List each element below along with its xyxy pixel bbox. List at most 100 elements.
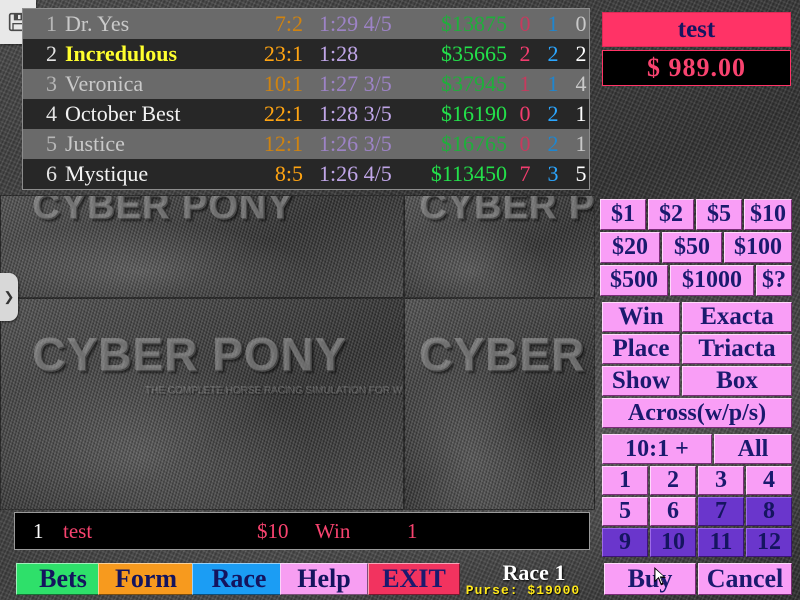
horse-number-button-5[interactable]: 5 — [602, 497, 648, 526]
horse-name-cell: October Best — [65, 101, 181, 126]
table-row[interactable]: 2 Incredulous 23:1 1:28 $35665 2 2 2 — [23, 39, 589, 69]
horse-time-cell: 1:26 3/5 — [319, 131, 392, 156]
horse-s3-cell: 1 — [575, 131, 587, 156]
background-artwork: CYBER PONY CYBER PONY CYBER PONY THE COM… — [0, 195, 595, 510]
horse-name-cell: Incredulous — [65, 41, 178, 66]
bet-slip-selection: 1 — [407, 519, 418, 543]
horse-s2-cell: 2 — [547, 41, 559, 66]
table-row[interactable]: 5 Justice 12:1 1:26 3/5 $16765 0 2 1 — [23, 129, 589, 159]
denomination-button-100[interactable]: $100 — [724, 232, 792, 263]
denomination-button-1000[interactable]: $1000 — [670, 265, 754, 296]
background-subtitle-text: THE COMPLETE HORSE RACING SIMULATION FOR… — [145, 386, 403, 398]
background-tile: CYBER PONY — [404, 298, 595, 510]
horse-number-button-3[interactable]: 3 — [698, 466, 744, 495]
background-tile: CYBER PONY — [0, 195, 404, 298]
bet-slip-index: 1 — [33, 519, 44, 543]
horse-odds-cell: 10:1 — [263, 71, 303, 96]
horse-s1-cell: 0 — [519, 11, 531, 36]
horse-earnings-cell: $113450 — [430, 161, 507, 186]
background-logo-text: CYBER PONY — [420, 329, 594, 382]
horse-s1-cell: 1 — [519, 71, 531, 96]
horse-number-button-2[interactable]: 2 — [650, 466, 696, 495]
toolbar-button-help[interactable]: Help — [280, 563, 368, 595]
horse-number-button-9[interactable]: 9 — [602, 528, 648, 557]
denomination-button-500[interactable]: $500 — [600, 265, 668, 296]
table-row[interactable]: 4 October Best 22:1 1:28 3/5 $16190 0 2 1 — [23, 99, 589, 129]
horse-number-button-4[interactable]: 4 — [746, 466, 792, 495]
horse-earnings-cell: $13875 — [441, 11, 507, 36]
denomination-button-50[interactable]: $50 — [662, 232, 722, 263]
table-row[interactable]: 6 Mystique 8:5 1:26 4/5 $113450 7 3 5 — [23, 159, 589, 189]
horse-name-cell: Justice — [65, 131, 125, 156]
horse-s1-cell: 7 — [519, 161, 531, 186]
denomination-button-[interactable]: $? — [756, 265, 792, 296]
horse-num-cell: 2 — [46, 41, 57, 66]
bet-slip[interactable]: 1 test $10 Win 1 — [14, 512, 590, 550]
horse-s3-cell: 4 — [575, 71, 587, 96]
chevron-right-icon: ❯ — [3, 289, 15, 304]
background-logo-text: CYBER PONY — [33, 329, 348, 382]
horse-entries-table: 1 Dr. Yes 7:2 1:29 4/5 $13875 0 1 0 2 Incredulous… — [22, 8, 590, 190]
denomination-button-2[interactable]: $2 — [648, 199, 694, 230]
horse-s2-cell: 1 — [547, 11, 559, 36]
table-row[interactable]: 1 Dr. Yes 7:2 1:29 4/5 $13875 0 1 0 — [23, 9, 589, 39]
bet-slip-owner: test — [63, 519, 93, 543]
race-number-label: Race 1 — [502, 560, 566, 585]
horse-s2-cell: 1 — [547, 71, 559, 96]
background-logo-text: CYBER PONY — [33, 195, 295, 228]
bet-type-button-show[interactable]: Show — [602, 366, 680, 396]
horse-earnings-cell: $16190 — [441, 101, 507, 126]
bet-type-button-win[interactable]: Win — [602, 302, 680, 332]
horse-s2-cell: 2 — [547, 131, 559, 156]
horse-odds-cell: 8:5 — [274, 161, 303, 186]
bet-type-button-across-w-p-s[interactable]: Across(w/p/s) — [602, 398, 792, 428]
denomination-button-5[interactable]: $5 — [696, 199, 742, 230]
bet-slip-amount: $10 — [257, 519, 289, 543]
horse-num-cell: 6 — [46, 161, 57, 186]
denomination-button-20[interactable]: $20 — [600, 232, 660, 263]
bet-type-button-triacta[interactable]: Triacta — [682, 334, 792, 364]
toolbar-button-exit[interactable]: EXIT — [368, 563, 460, 595]
horse-num-cell: 4 — [46, 101, 57, 126]
horse-earnings-cell: $35665 — [441, 41, 507, 66]
cancel-button[interactable]: Cancel — [698, 563, 792, 595]
toolbar-button-race[interactable]: Race — [192, 563, 286, 595]
table-row[interactable]: 3 Veronica 10:1 1:27 3/5 $37945 1 1 4 — [23, 69, 589, 99]
bet-type-button-box[interactable]: Box — [682, 366, 792, 396]
horse-number-button-6[interactable]: 6 — [650, 497, 696, 526]
bet-type-button-exacta[interactable]: Exacta — [682, 302, 792, 332]
horse-s3-cell: 2 — [575, 41, 587, 66]
horse-number-button-8[interactable]: 8 — [746, 497, 792, 526]
horse-number-button-1[interactable]: 1 — [602, 466, 648, 495]
horse-s1-cell: 0 — [519, 131, 531, 156]
quick-select-button-10-1[interactable]: 10:1 + — [602, 434, 712, 464]
horse-s3-cell: 0 — [575, 11, 587, 36]
account-balance-display: $ 989.00 — [602, 50, 791, 86]
toolbar-button-bets[interactable]: Bets — [16, 563, 110, 595]
horse-odds-cell: 23:1 — [263, 41, 303, 66]
purse-label: Purse: $19000 — [465, 583, 581, 598]
horse-s1-cell: 0 — [519, 101, 531, 126]
bet-type-button-place[interactable]: Place — [602, 334, 680, 364]
horse-earnings-cell: $16765 — [441, 131, 507, 156]
horse-odds-cell: 22:1 — [263, 101, 303, 126]
horse-odds-cell: 7:2 — [274, 11, 303, 36]
horse-earnings-cell: $37945 — [441, 71, 507, 96]
horse-number-button-11[interactable]: 11 — [698, 528, 744, 557]
background-tile: CYBER PONY THE COMPLETE HORSE RACING SIM… — [0, 298, 404, 510]
horse-s2-cell: 2 — [547, 101, 559, 126]
account-name-display: test — [602, 12, 791, 47]
horse-name-cell: Veronica — [65, 71, 144, 96]
toolbar-button-form[interactable]: Form — [98, 563, 194, 595]
horse-num-cell: 5 — [46, 131, 57, 156]
sidebar-expand-tab[interactable]: ❯ — [0, 273, 18, 321]
background-tile: CYBER PONY — [404, 195, 595, 298]
horse-name-cell: Mystique — [65, 161, 149, 186]
horse-number-button-12[interactable]: 12 — [746, 528, 792, 557]
denomination-button-1[interactable]: $1 — [600, 199, 646, 230]
horse-number-button-10[interactable]: 10 — [650, 528, 696, 557]
buy-button[interactable]: Buy — [604, 563, 696, 595]
denomination-button-10[interactable]: $10 — [744, 199, 792, 230]
quick-select-button-all[interactable]: All — [714, 434, 792, 464]
horse-number-button-7[interactable]: 7 — [698, 497, 744, 526]
